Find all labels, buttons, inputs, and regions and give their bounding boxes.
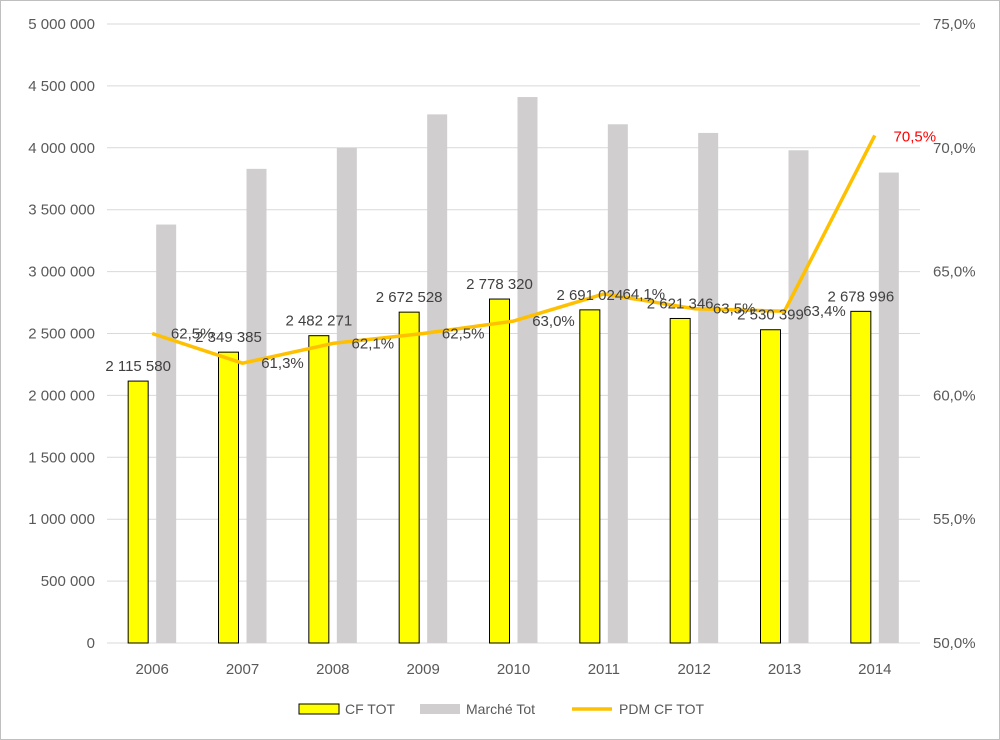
bar-marche-tot: [878, 172, 899, 643]
y-left-tick-label: 4 000 000: [28, 140, 95, 157]
legend-label-pdm-cf-tot: PDM CF TOT: [619, 701, 704, 717]
data-label-cf-tot: 2 115 580: [105, 358, 171, 375]
y-right-tick-label: 75,0%: [933, 16, 976, 33]
bar-marche-tot: [698, 132, 719, 643]
data-label-cf-tot: 2 621 346: [647, 295, 714, 312]
y-left-tick-label: 4 500 000: [28, 78, 95, 95]
legend-label-marche-tot: Marché Tot: [466, 701, 535, 717]
data-label-pdm: 63,5%: [713, 301, 756, 318]
bar-cf-tot: [398, 311, 420, 644]
bar-marche-tot: [336, 147, 357, 644]
data-label-pdm: 61,3%: [261, 355, 304, 372]
bar-marche-tot: [156, 224, 177, 643]
x-tick-label: 2008: [316, 661, 349, 678]
bar-marche-tot: [246, 168, 267, 643]
x-tick-label: 2009: [406, 661, 439, 678]
data-label-cf-tot: 2 672 528: [376, 289, 443, 306]
bar-cf-tot: [579, 309, 601, 644]
y-left-tick-label: 3 000 000: [28, 264, 95, 281]
x-tick-label: 2012: [677, 661, 710, 678]
x-tick-label: 2007: [226, 661, 259, 678]
data-label-pdm: 64,1%: [623, 286, 666, 303]
data-label-cf-tot: 2 349 385: [195, 329, 262, 346]
data-label-cf-tot: 2 678 996: [827, 288, 894, 305]
bar-marche-tot: [517, 97, 538, 644]
y-right-tick-label: 50,0%: [933, 635, 976, 652]
data-label-pdm: 62,1%: [352, 335, 395, 352]
data-label-pdm: 62,5%: [171, 326, 214, 343]
y-left-tick-label: 3 500 000: [28, 202, 95, 219]
line-pdm-cf-tot: [151, 134, 877, 365]
bar-cf-tot: [850, 310, 872, 644]
x-tick-label: 2013: [768, 661, 801, 678]
legend-label-cf-tot: CF TOT: [345, 701, 395, 717]
data-label-cf-tot: 2 530 399: [737, 307, 804, 324]
data-label-pdm: 70,5%: [894, 128, 937, 145]
y-left-tick-label: 2 000 000: [28, 387, 95, 404]
y-left-tick-label: 500 000: [41, 573, 95, 590]
y-right-tick-label: 65,0%: [933, 264, 976, 281]
data-label-cf-tot: 2 482 271: [285, 313, 352, 330]
bar-cf-tot: [760, 329, 781, 644]
y-right-tick-label: 60,0%: [933, 387, 976, 404]
bar-cf-tot: [308, 335, 330, 644]
bar-marche-tot: [607, 124, 628, 643]
bar-marche-tot: [788, 150, 809, 643]
data-label-pdm: 62,5%: [442, 326, 485, 343]
x-tick-label: 2010: [497, 661, 530, 678]
data-label-pdm: 63,0%: [532, 313, 575, 330]
x-tick-label: 2014: [858, 661, 891, 678]
data-label-cf-tot: 2 778 320: [466, 276, 533, 293]
x-tick-label: 2011: [588, 661, 620, 678]
data-label-cf-tot: 2 691 024: [556, 287, 623, 304]
data-label-pdm: 63,4%: [803, 303, 846, 320]
y-right-tick-label: 55,0%: [933, 511, 976, 528]
y-right-tick-label: 70,0%: [933, 140, 976, 157]
x-tick-label: 2006: [135, 661, 168, 678]
legend-swatch-cf-tot: [298, 703, 340, 715]
bar-cf-tot: [127, 380, 149, 644]
bar-marche-tot: [427, 114, 448, 643]
y-left-tick-label: 5 000 000: [28, 16, 95, 33]
y-left-tick-label: 0: [87, 635, 95, 652]
y-left-tick-label: 1 000 000: [28, 511, 95, 528]
y-left-tick-label: 2 500 000: [28, 326, 95, 343]
legend-swatch-marche-tot: [420, 704, 460, 714]
bar-cf-tot: [489, 298, 510, 644]
y-left-tick-label: 1 500 000: [28, 449, 95, 466]
bar-cf-tot: [218, 351, 239, 644]
bar-cf-tot: [669, 317, 691, 644]
